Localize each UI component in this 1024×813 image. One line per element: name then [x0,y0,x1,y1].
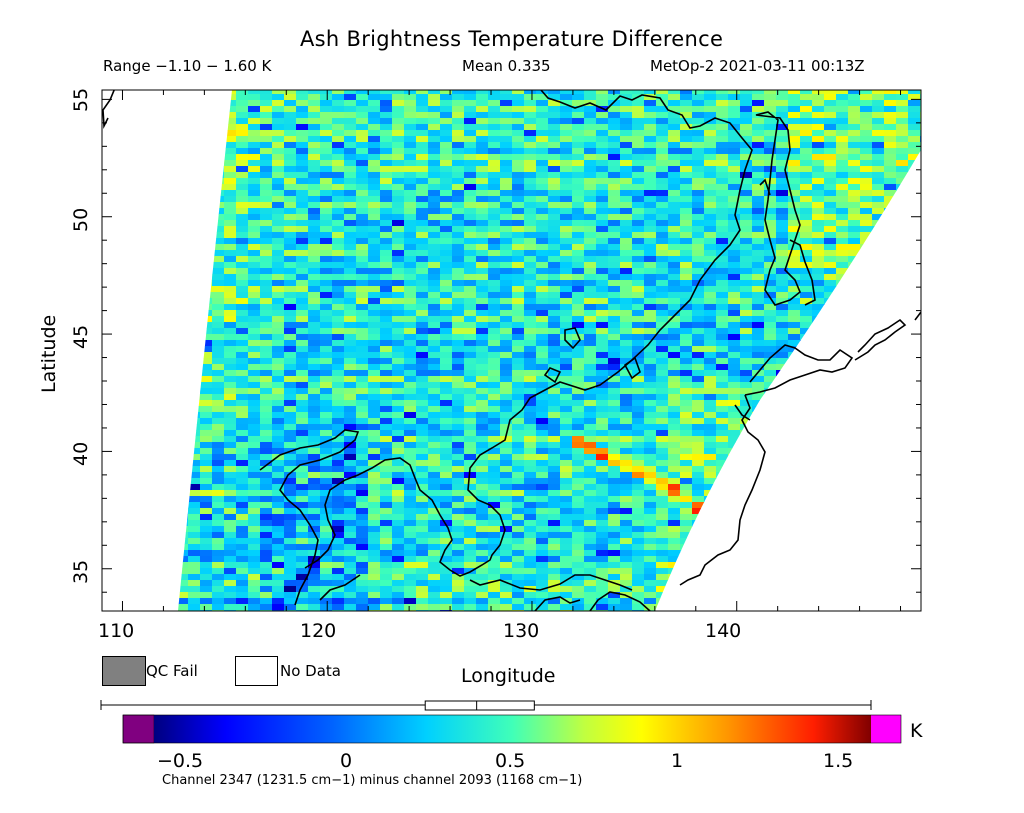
no-data-label: No Data [280,662,341,680]
colorbar-boxplot [100,700,872,711]
axis-ticks [102,90,921,611]
colorbar-unit: K [910,720,923,742]
colorbar-tick-15: 1.5 [823,750,854,772]
colorbar [122,714,902,744]
x-tick-130: 130 [503,620,540,642]
plot-frame [101,89,922,612]
x-tick-110: 110 [98,620,135,642]
y-tick-45: 45 [70,324,92,349]
x-tick-140: 140 [705,620,742,642]
satellite-time-label: MetOp-2 2021-03-11 00:13Z [650,57,865,75]
colorbar-tick-neg05: −0.5 [157,750,204,772]
y-tick-50: 50 [70,207,92,232]
swath-data-field [178,90,921,611]
y-tick-40: 40 [70,441,92,466]
range-label: Range −1.10 − 1.60 K [103,57,272,75]
x-axis-label: Longitude [461,665,556,687]
coastlines [102,90,921,611]
x-tick-120: 120 [300,620,337,642]
chart-title: Ash Brightness Temperature Difference [300,27,724,51]
qc-fail-swatch [102,656,146,686]
qc-fail-label: QC Fail [146,662,198,680]
no-data-swatch [235,656,278,686]
colorbar-tick-05: 0.5 [495,750,526,772]
colorbar-tick-1: 1 [671,750,684,772]
colorbar-above-swatch [871,715,901,743]
mean-label: Mean 0.335 [462,57,551,75]
colorbar-tick-0: 0 [340,750,353,772]
colorbar-below-swatch [122,714,155,744]
y-axis-label: Latitude [38,314,60,393]
colorbar-gradient [154,715,871,743]
colorbar-caption: Channel 2347 (1231.5 cm−1) minus channel… [162,773,583,788]
y-tick-35: 35 [70,559,92,584]
y-tick-55: 55 [70,87,92,112]
